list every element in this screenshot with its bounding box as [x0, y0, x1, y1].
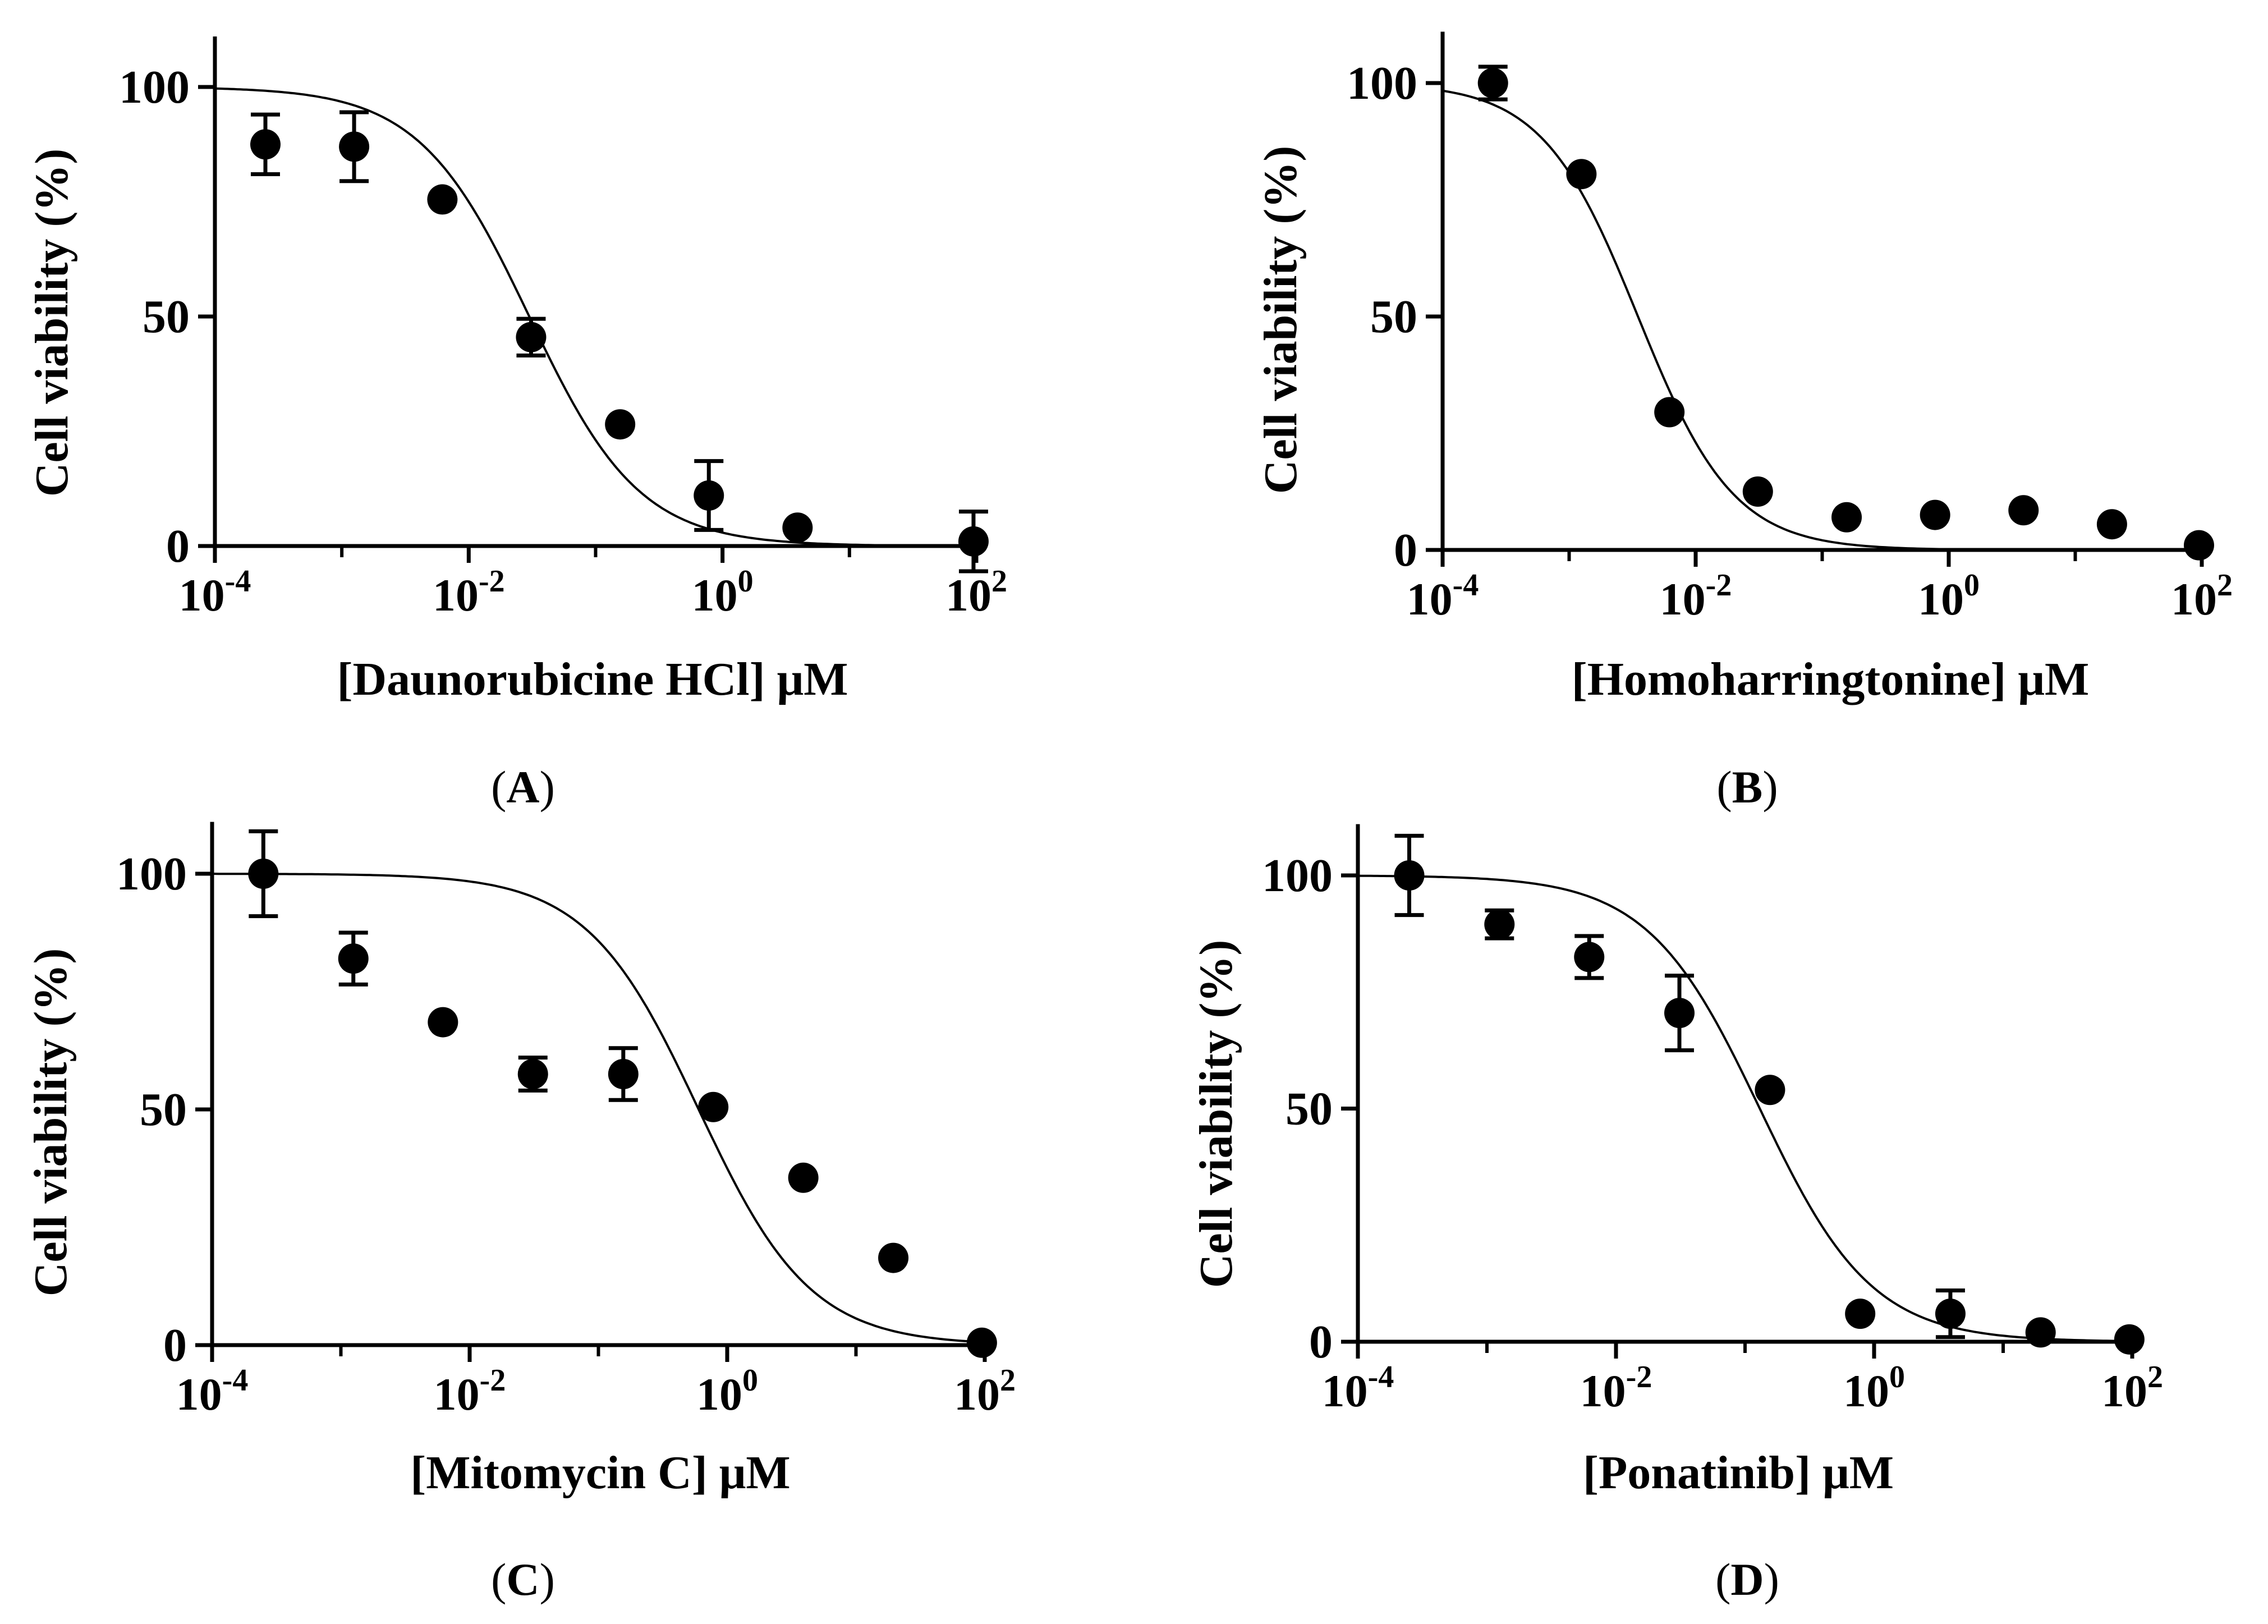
data-point-a-2	[427, 184, 458, 215]
data-point-d-2	[1574, 942, 1605, 972]
data-point-d-7	[2025, 1317, 2056, 1348]
panel-b: Cell viability (%) [Homoharringtonine] μ…	[1255, 31, 2233, 813]
data-point-d-8	[2114, 1324, 2145, 1355]
data-point-d-1	[1484, 909, 1515, 940]
data-point-b-7	[2096, 509, 2127, 540]
data-point-d-5	[1845, 1299, 1876, 1329]
x-tick-label-d-3: 102	[2101, 1360, 2163, 1416]
panel-caption-d: (D)	[1715, 1554, 1779, 1605]
fit-curve-a	[214, 87, 977, 547]
panel-caption-b: (B)	[1716, 761, 1778, 813]
fit-curve-d	[1357, 874, 2132, 1342]
caption-letter-b: B	[1732, 761, 1763, 813]
data-point-a-5	[694, 480, 724, 511]
x-axis-label-b: [Homoharringtonine] μM	[1572, 653, 2090, 705]
y-axis-label-c: Cell viability (%)	[25, 948, 77, 1297]
data-point-c-5	[698, 1091, 729, 1122]
caption-letter-a: A	[506, 761, 539, 813]
x-tick-label-b-2: 100	[1918, 568, 1980, 625]
x-tick-label-c-3: 102	[954, 1363, 1016, 1420]
caption-letter-d: D	[1730, 1554, 1764, 1605]
x-tick-label-a-3: 102	[945, 564, 1007, 621]
data-point-a-1	[339, 131, 370, 162]
x-tick-label-c-0: 10-4	[176, 1363, 249, 1420]
y-tick-label-a-50: 50	[143, 291, 190, 343]
data-point-a-3	[516, 322, 547, 352]
caption-open-d: (	[1715, 1554, 1730, 1605]
y-tick-label-c-100: 100	[116, 848, 187, 900]
y-tick-label-c-0: 0	[163, 1319, 187, 1371]
data-point-d-3	[1664, 998, 1695, 1029]
fit-curve-c	[212, 873, 985, 1343]
y-tick-label-c-50: 50	[140, 1084, 187, 1136]
data-point-b-3	[1742, 476, 1773, 507]
x-tick-label-c-2: 100	[696, 1363, 758, 1420]
data-point-d-6	[1935, 1299, 1966, 1329]
y-tick-label-a-100: 100	[119, 61, 190, 113]
x-tick-label-a-0: 10-4	[179, 564, 251, 621]
data-point-a-4	[605, 409, 636, 440]
data-point-c-7	[878, 1242, 909, 1273]
data-point-b-0	[1477, 68, 1508, 98]
panel-a: Cell viability (%) [Daunorubicine HCl] μ…	[26, 36, 1007, 813]
y-tick-label-b-100: 100	[1347, 57, 1417, 109]
caption-close-b: )	[1762, 761, 1778, 813]
x-axis-label-a: [Daunorubicine HCl] μM	[337, 653, 848, 705]
x-axis-label-d: [Ponatinib] μM	[1583, 1447, 1894, 1499]
panel-caption-a: (A)	[491, 761, 555, 813]
y-tick-label-b-50: 50	[1370, 291, 1417, 343]
data-point-c-1	[338, 943, 369, 974]
x-tick-label-d-0: 10-4	[1322, 1360, 1394, 1416]
panel-d: Cell viability (%) [Ponatinib] μM (D) 0 5…	[1190, 824, 2163, 1605]
x-tick-label-c-1: 10-2	[434, 1363, 506, 1420]
y-tick-label-d-50: 50	[1285, 1083, 1333, 1135]
data-point-d-4	[1755, 1075, 1785, 1105]
data-point-c-2	[428, 1007, 458, 1038]
x-tick-label-a-1: 10-2	[433, 564, 505, 621]
fit-curve-b	[1442, 89, 2202, 551]
data-point-a-6	[782, 512, 813, 543]
caption-open-b: (	[1716, 761, 1732, 813]
data-point-a-0	[250, 129, 281, 160]
data-point-d-0	[1394, 860, 1425, 891]
data-point-b-2	[1654, 397, 1685, 428]
y-axis-label-b: Cell viability (%)	[1255, 146, 1307, 494]
data-point-b-5	[1920, 499, 1950, 530]
x-tick-label-b-0: 10-4	[1407, 568, 1479, 625]
data-point-c-3	[517, 1059, 548, 1089]
x-tick-label-a-2: 100	[692, 564, 754, 621]
panel-caption-c: (C)	[491, 1554, 555, 1605]
y-axis-label-d: Cell viability (%)	[1190, 940, 1242, 1288]
y-axis-label-a: Cell viability (%)	[26, 149, 78, 497]
panel-c: Cell viability (%) [Mitomycin C] μM (C) …	[25, 822, 1016, 1605]
y-tick-label-a-0: 0	[166, 520, 190, 572]
data-point-b-6	[2008, 495, 2039, 526]
caption-close-a: )	[540, 761, 555, 813]
x-tick-label-d-2: 100	[1843, 1360, 1905, 1416]
x-tick-label-b-3: 102	[2171, 568, 2233, 625]
data-point-a-7	[958, 526, 989, 557]
x-axis-label-c: [Mitomycin C] μM	[410, 1447, 790, 1499]
y-tick-label-b-0: 0	[1394, 524, 1417, 576]
data-point-b-8	[2183, 530, 2214, 561]
y-tick-label-d-0: 0	[1309, 1316, 1333, 1368]
y-tick-label-d-100: 100	[1262, 850, 1333, 902]
caption-open-a: (	[491, 761, 506, 813]
data-point-c-6	[788, 1162, 819, 1193]
data-point-b-1	[1566, 159, 1597, 190]
caption-open-c: (	[491, 1554, 506, 1605]
data-point-c-8	[966, 1327, 997, 1358]
data-point-c-4	[608, 1059, 639, 1089]
x-tick-label-d-1: 10-2	[1580, 1360, 1652, 1416]
caption-close-d: )	[1764, 1554, 1779, 1605]
data-point-c-0	[248, 859, 279, 889]
data-point-b-4	[1831, 502, 1862, 533]
x-tick-label-b-1: 10-2	[1660, 568, 1732, 625]
caption-letter-c: C	[506, 1554, 539, 1605]
caption-close-c: )	[540, 1554, 555, 1605]
